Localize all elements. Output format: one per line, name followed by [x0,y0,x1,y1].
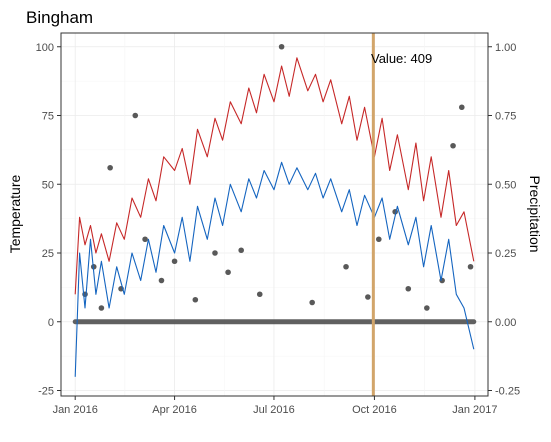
x-tick-label: Jul 2016 [253,404,295,416]
x-tick-label: Apr 2016 [152,404,197,416]
series-line-max-temp [74,57,475,295]
left-tick-label: -25 [38,386,54,398]
precip-point [467,263,474,270]
precip-point [309,299,315,306]
y-axis-right-title: Precipitation [527,175,543,252]
precip-point [365,294,371,300]
x-tick-label: Jan 2017 [452,404,497,416]
x-tick-label: Oct 2016 [352,404,397,416]
left-tick-label: 0 [48,317,54,329]
right-tick-label: 1.00 [495,42,516,54]
left-tick-label: 75 [42,111,54,123]
chart-title: Bingham [26,8,93,27]
precip-point [142,236,148,243]
precip-point [225,269,231,276]
precip-point [98,305,105,311]
precip-point [90,263,97,270]
right-tick-label: 0.50 [495,179,516,191]
x-tick-label: Jan 2016 [53,404,98,416]
y-axis-left-title: Temperature [7,174,23,253]
value-annotation: Value: 409 [371,51,432,66]
x-axis-ticks: Jan 2016 Apr 2016 Jul 2016 Oct 2016 Jan 2017 [53,396,498,416]
right-tick-label: -0.25 [495,386,520,398]
precip-point [158,277,165,284]
precipitation-layer [72,43,477,325]
left-tick-label: 25 [42,248,54,260]
precip-point [458,104,465,111]
precip-point [450,142,456,149]
temperature-lines [74,57,475,377]
precip-point [424,305,430,311]
series-line-min-temp [74,161,475,377]
precip-point [192,296,199,303]
precip-point [278,43,285,50]
precip-point [375,236,382,243]
precip-point [132,112,139,119]
precip-point [343,263,349,270]
right-tick-label: 0.00 [495,317,516,329]
left-axis-ticks: -25 0 25 50 75 100 [36,42,61,398]
precip-point [171,258,178,265]
precip-point [107,164,113,171]
precip-point [238,247,244,254]
panel-border [60,32,489,397]
left-tick-label: 100 [36,42,54,54]
precip-point [256,291,263,298]
right-tick-label: 0.75 [495,111,516,123]
right-tick-label: 0.25 [495,248,516,260]
precip-point [405,285,412,292]
right-axis-ticks: -0.25 0.00 0.25 0.50 0.75 1.00 [488,42,520,398]
precip-point [212,250,218,256]
left-tick-label: 50 [42,179,54,191]
